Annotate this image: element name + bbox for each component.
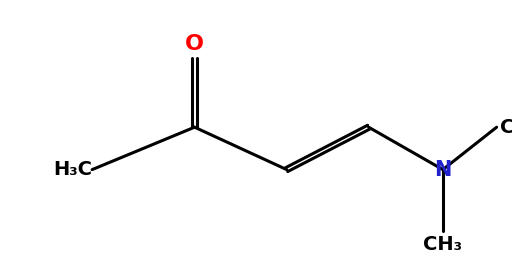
Text: N: N xyxy=(434,160,452,180)
Text: CH₃: CH₃ xyxy=(500,118,512,137)
Text: O: O xyxy=(185,34,204,54)
Text: H₃C: H₃C xyxy=(53,160,92,179)
Text: CH₃: CH₃ xyxy=(423,235,462,254)
